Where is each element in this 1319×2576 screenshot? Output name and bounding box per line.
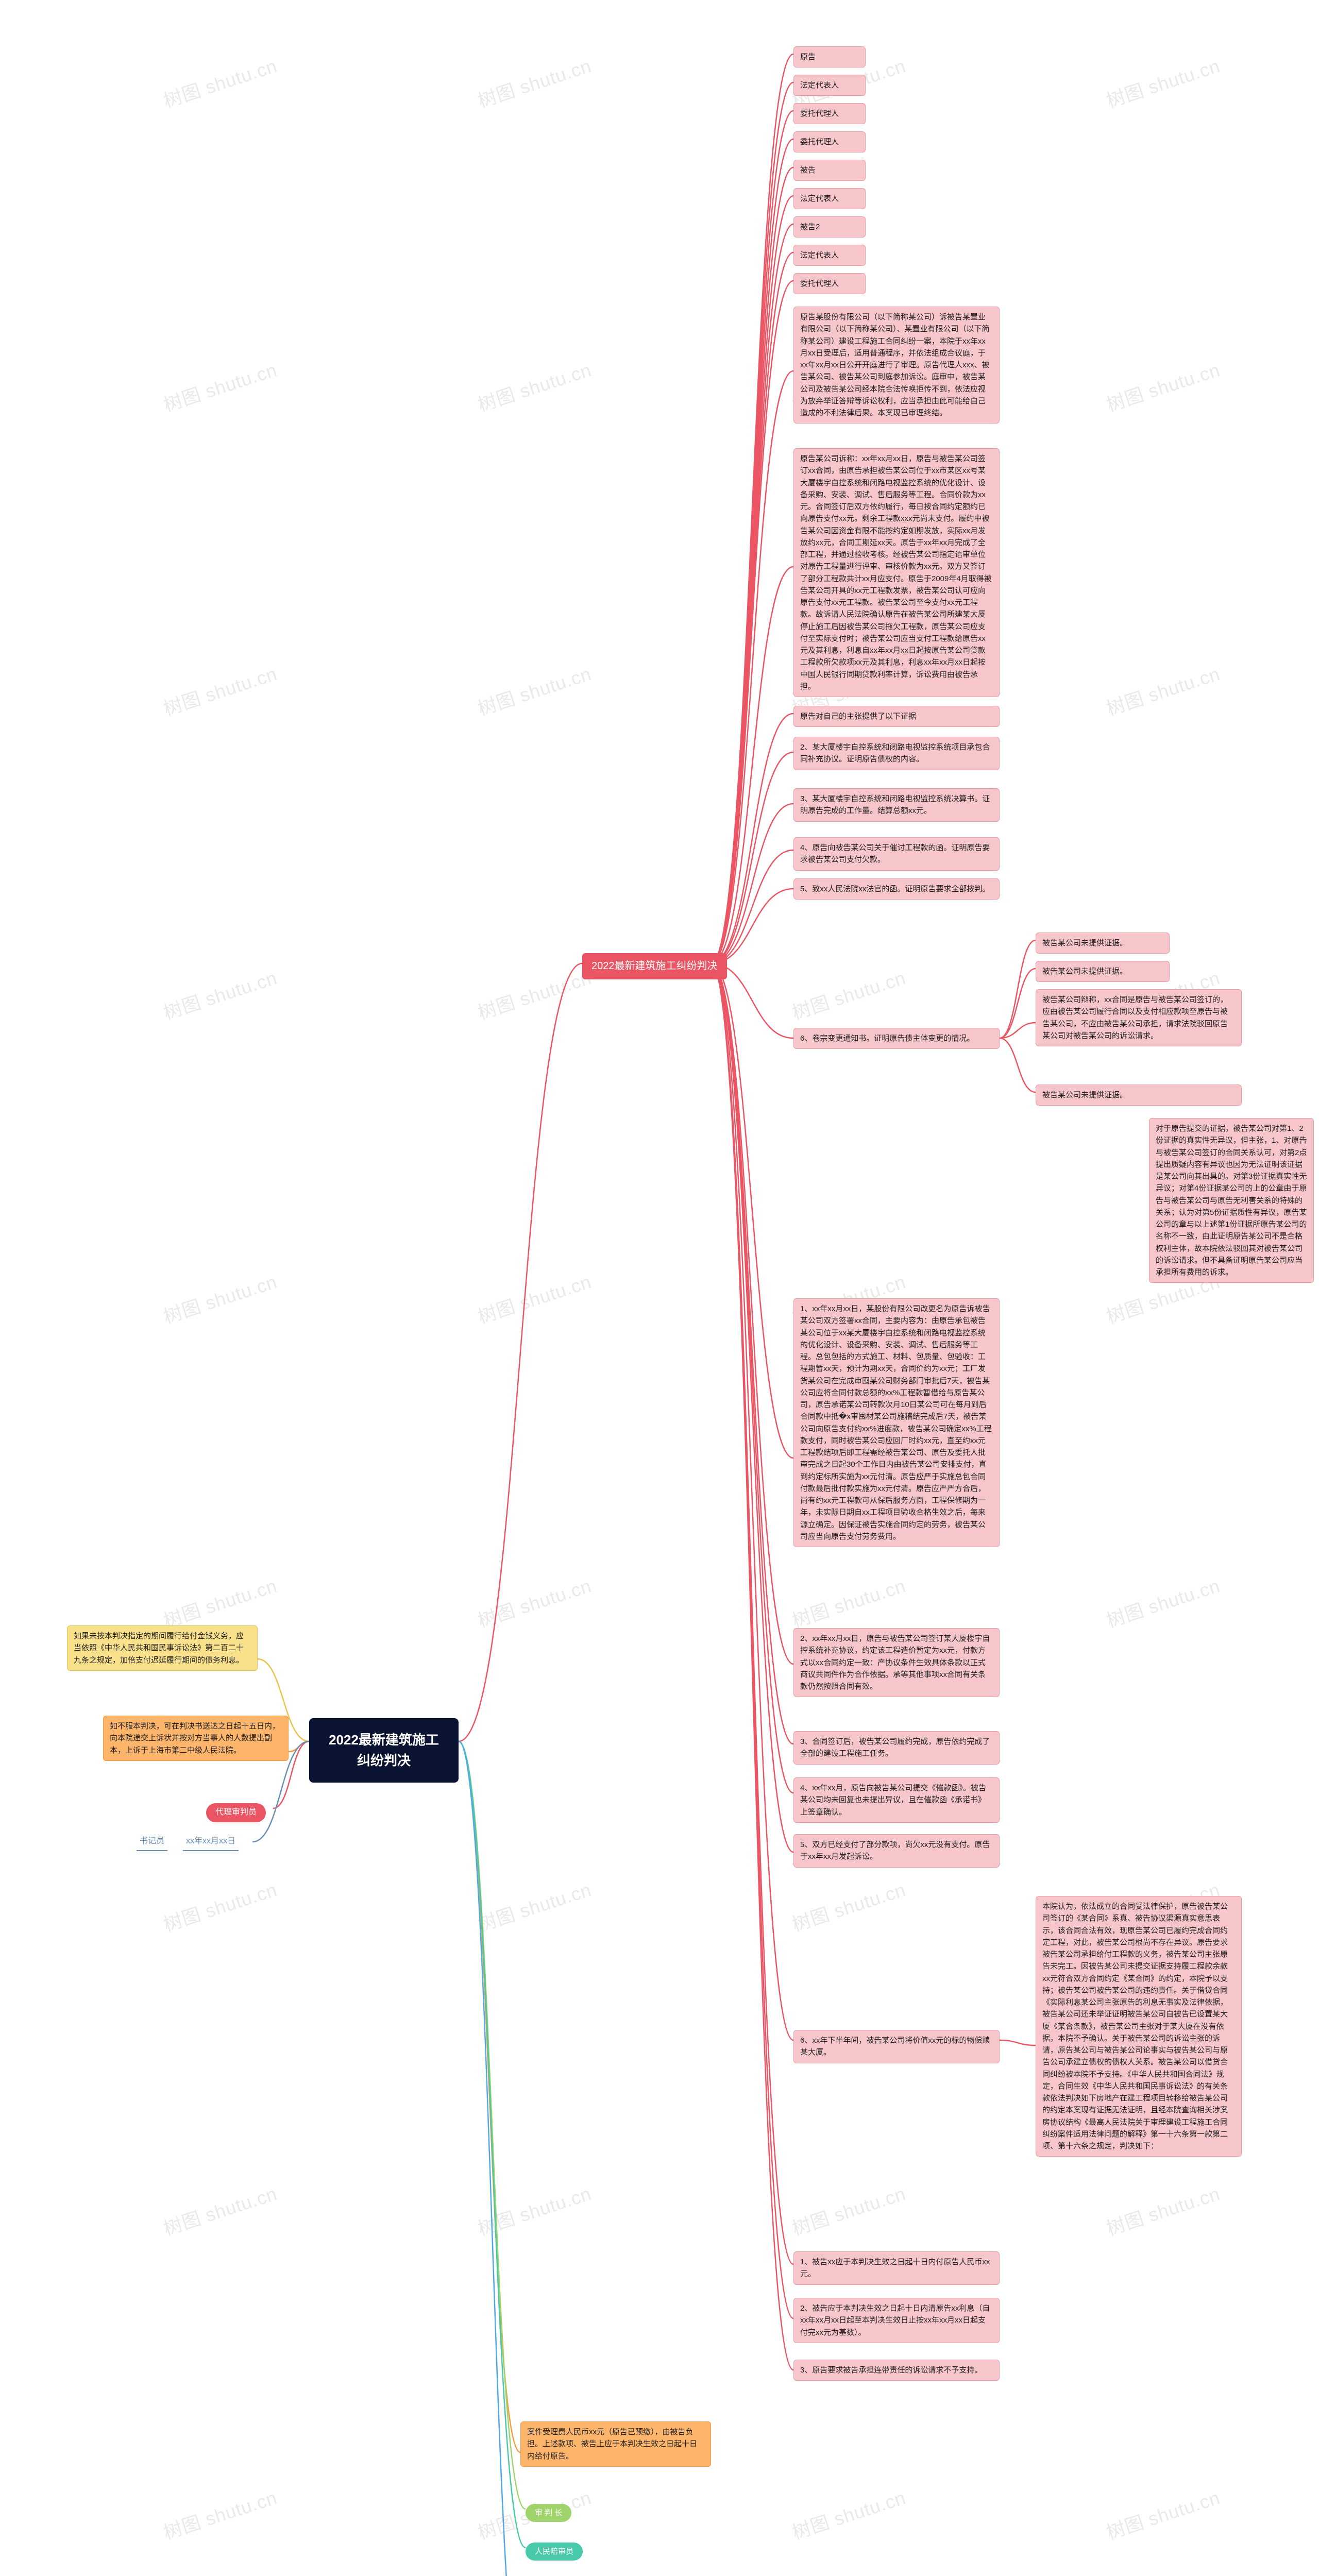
edge [1000,2040,1036,2045]
party-4: 被告 [793,160,866,181]
edge [1000,969,1036,1038]
fact6-child-1: 被告某公司未提供证据。 [1036,961,1170,982]
root-node: 2022最新建筑施工纠纷判决 [309,1718,459,1783]
fact-5: 4、原告向被告某公司关于催讨工程款的函。证明原告要求被告某公司支付欠款。 [793,837,1000,871]
edge [1000,1038,1036,1092]
fact6-child-3: 被告某公司未提供证据。 [1036,1084,1242,1106]
edge [459,1741,526,2509]
fact-6: 6、卷宗变更通知书。证明原告债主体变更的情况。 [793,1028,1000,1049]
fact-0: 原告某股份有限公司（以下简称某公司）诉被告某置业有限公司（以下简称某公司）、某置… [793,307,1000,423]
trial-6-sub: 本院认为，依法成立的合同受法律保护，原告被告某公司签订的《某合同》系真、被告协议… [1036,1896,1242,2157]
penalty-note: 如果未按本判决指定的期间履行给付金钱义务，应当依照《中华人民共和国民事诉讼法》第… [67,1625,258,1671]
fact-2: 原告对自己的主张提供了以下证据 [793,706,1000,727]
party-7: 法定代表人 [793,245,866,266]
trial-2: 3、合同签订后，被告某公司履约完成，原告依约完成了全部的建设工程施工任务。 [793,1731,1000,1765]
edge [711,963,793,1664]
edge [459,1741,526,2548]
party-5: 法定代表人 [793,188,866,209]
appeal-note: 如不服本判决，可在判决书送达之日起十五日内，向本院递交上诉状并按对方当事人的人数… [103,1716,289,1761]
fee-note: 案件受理费人民币xx元（原告已预缴），由被告负担。上述款项、被告上应于本判决生效… [520,2421,711,2467]
edge [459,963,582,1741]
chief-judge: 审 判 长 [526,2504,571,2522]
fact6-child-0: 被告某公司未提供证据。 [1036,933,1170,954]
edge [711,82,793,963]
edge [711,371,793,963]
edge [711,224,793,963]
party-6: 被告2 [793,216,866,238]
edge [711,850,793,963]
party-1: 法定代表人 [793,75,866,96]
fact6-child-2: 被告某公司辩称，xx合同是原告与被告某公司签订的，应由被告某公司履行合同以及支付… [1036,989,1242,1046]
edge [711,167,793,963]
juror: 人民陪审员 [526,2543,583,2561]
deputy-judge: 代理审判员 [206,1803,266,1822]
edge [711,963,793,2264]
trial-4: 5、双方已经支付了部分款项，尚欠xx元没有支付。原告于xx年xx月发起诉讼。 [793,1834,1000,1868]
edge [711,889,793,963]
fact-6: 5、致xx人民法院xx法官的函。证明原告要求全部按判。 [793,878,1000,900]
edge [711,54,793,963]
trial-3: 4、xx年xx月，原告向被告某公司提交《催款函》。被告某公司均未回复也未提出异议… [793,1777,1000,1823]
trial-6: 6、xx年下半年间，被告某公司将价值xx元的标的物偿赎某大厦。 [793,2030,1000,2063]
edge [711,963,793,2370]
fact-3: 2、某大厦楼宇自控系统和闭路电视监控系统项目承包合同补充协议。证明原告债权的内容… [793,737,1000,770]
party-0: 原告 [793,46,866,67]
trial-0: 1、xx年xx月xx日，某股份有限公司改更名为原告诉被告某公司双方签署xx合同，… [793,1298,1000,1547]
verdict-1: 2、被告应于本判决生效之日起十日内清原告xx利息（自xx年xx月xx日起至本判决… [793,2298,1000,2343]
verdict-0: 1、被告xx应于本判决生效之日起十日内付原告人民币xx元。 [793,2251,1000,2285]
fact6-sub: 对于原告提交的证据，被告某公司对第1、2份证据的真实性无异议，但主张，1、对原告… [1149,1118,1314,1283]
verdict-2: 3、原告要求被告承担连带责任的诉讼请求不予支持。 [793,2360,1000,2381]
party-3: 委托代理人 [793,131,866,152]
party-8: 委托代理人 [793,273,866,294]
clerk-date: xx年xx月xx日 [183,1834,239,1851]
edge [711,963,793,2040]
party-2: 委托代理人 [793,103,866,124]
clerk-line: 书记员 [137,1834,167,1851]
trial-1: 2、xx年xx月xx日，原告与被告某公司签订某大厦楼宇自控系统补充协议，约定该工… [793,1628,1000,1697]
fact-4: 3、某大厦楼宇自控系统和闭路电视监控系统决算书。证明原告完成的工作量。结算总额x… [793,788,1000,822]
section-head: 2022最新建筑施工纠纷判决 [582,953,727,979]
fact-1: 原告某公司诉称：xx年xx月xx日，原告与被告某公司签订xx合同，由原告承担被告… [793,448,1000,697]
